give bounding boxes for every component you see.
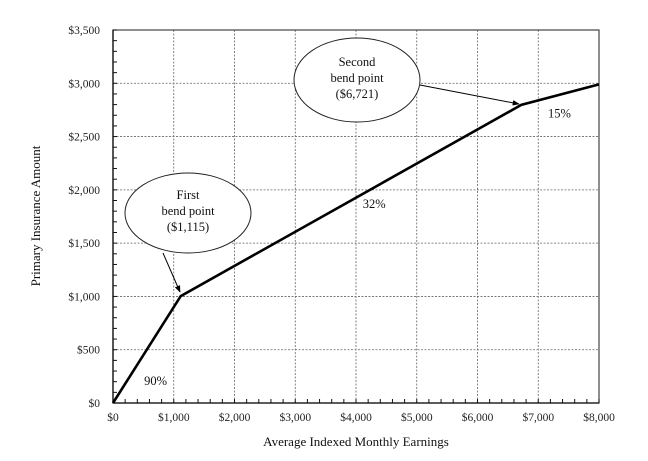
x-tick-label: $5,000 <box>401 411 433 424</box>
callout-arrow <box>419 84 520 106</box>
y-tick-label: $2,500 <box>68 131 100 144</box>
x-axis-title: Average Indexed Monthly Earnings <box>263 434 449 449</box>
x-tick-label: $8,000 <box>583 411 615 424</box>
callout-text: bend point <box>330 71 384 85</box>
callout-text: Second <box>339 55 377 69</box>
x-tick-label: $0 <box>107 411 119 424</box>
y-tick-label: $1,500 <box>68 237 100 250</box>
callout-text: ($1,115) <box>167 220 209 234</box>
y-tick-label: $2,000 <box>68 184 100 197</box>
annotations: First bend point ($1,115) Second bend point (… <box>124 37 571 388</box>
tick-labels: $0 $1,000 $2,000 $3,000 $4,000 $5,000 $6,000 $7… <box>68 24 615 424</box>
callout-ellipse <box>293 37 421 123</box>
second-bend-callout: Second bend point ($6,721) <box>293 37 520 123</box>
callout-text: ($6,721) <box>336 87 379 101</box>
y-tick-label: $1,000 <box>68 290 100 303</box>
callout-arrow <box>162 252 181 293</box>
y-tick-label: $0 <box>89 397 101 410</box>
y-tick-label: $3,500 <box>68 24 100 37</box>
callout-ellipse <box>124 172 252 254</box>
x-tick-label: $6,000 <box>462 411 494 424</box>
rate-label: 90% <box>144 374 167 388</box>
x-tick-label: $2,000 <box>219 411 251 424</box>
y-tick-label: $3,000 <box>68 77 100 90</box>
rate-label: 15% <box>548 106 571 120</box>
y-tick-label: $500 <box>77 344 100 357</box>
x-tick-label: $4,000 <box>340 411 372 424</box>
y-axis-title: Primary Insurance Amount <box>28 145 43 286</box>
callout-text: bend point <box>161 204 215 218</box>
first-bend-callout: First bend point ($1,115) <box>124 172 252 293</box>
pia-series-line <box>111 83 600 404</box>
series <box>111 83 600 404</box>
callout-text: First <box>177 188 200 202</box>
x-tick-label: $7,000 <box>522 411 554 424</box>
rate-label: 32% <box>363 197 386 211</box>
axes <box>112 29 600 404</box>
x-tick-label: $3,000 <box>279 411 311 424</box>
x-tick-label: $1,000 <box>158 411 190 424</box>
